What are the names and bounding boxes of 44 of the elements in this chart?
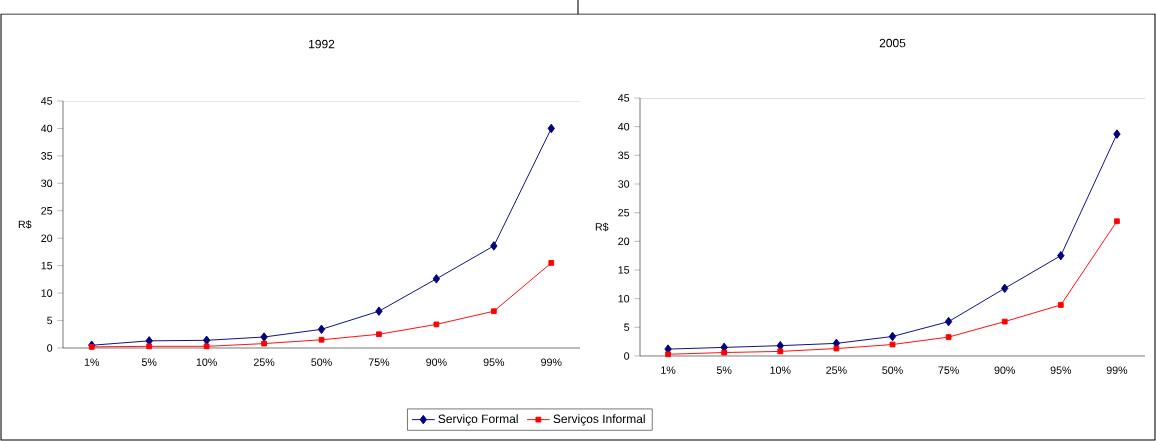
x-tick-label: 25% [253, 358, 275, 366]
y-tick-label: 15 [618, 266, 630, 274]
x-tick-label: 10% [196, 358, 217, 366]
y-tick-label: 35 [41, 152, 53, 160]
x-tick-label: 75% [938, 366, 959, 374]
x-tick-label: 90% [994, 366, 1015, 374]
chart-title: 2005 [879, 38, 906, 48]
y-tick-label: 35 [618, 151, 630, 160]
y-tick-label: 20 [41, 234, 53, 242]
legend-label: Serviço Formal [438, 414, 518, 426]
chart-title: 1992 [309, 39, 335, 49]
x-tick-label: 5% [141, 358, 157, 366]
x-tick-label: 75% [368, 358, 390, 366]
y-tick-label: 30 [41, 179, 53, 188]
x-tick-label: 95% [483, 358, 505, 366]
y-tick-label: 45 [41, 97, 53, 105]
y-tick-label: 45 [617, 94, 630, 102]
y-axis-title: R$ [18, 220, 32, 229]
y-tick-label: 25 [618, 208, 630, 217]
x-tick-label: 25% [826, 366, 847, 374]
x-tick-label: 5% [716, 366, 732, 374]
y-tick-label: 5 [47, 316, 53, 325]
y-tick-label: 10 [41, 289, 53, 297]
x-tick-label: 10% [770, 366, 791, 374]
y-tick-label: 25 [41, 207, 53, 215]
y-axis-title: R$ [595, 222, 609, 232]
x-tick-label: 90% [426, 358, 447, 366]
x-tick-label: 1% [661, 366, 676, 374]
y-tick-label: 40 [617, 122, 630, 131]
legend-label: Serviços Informal [553, 414, 645, 426]
y-tick-label: 40 [41, 124, 53, 133]
y-tick-label: 20 [618, 237, 630, 246]
x-tick-label: 1% [84, 358, 100, 366]
y-tick-label: 0 [47, 344, 53, 352]
y-tick-label: 30 [618, 180, 630, 188]
y-tick-label: 5 [624, 323, 630, 332]
x-tick-label: 50% [882, 366, 903, 374]
x-tick-label: 95% [1050, 366, 1072, 374]
y-tick-label: 10 [618, 294, 630, 303]
x-tick-label: 50% [311, 358, 332, 366]
y-tick-label: 15 [41, 261, 53, 270]
y-tick-label: 0 [624, 352, 630, 360]
x-tick-label: 99% [1106, 366, 1128, 374]
x-tick-label: 99% [541, 358, 562, 366]
